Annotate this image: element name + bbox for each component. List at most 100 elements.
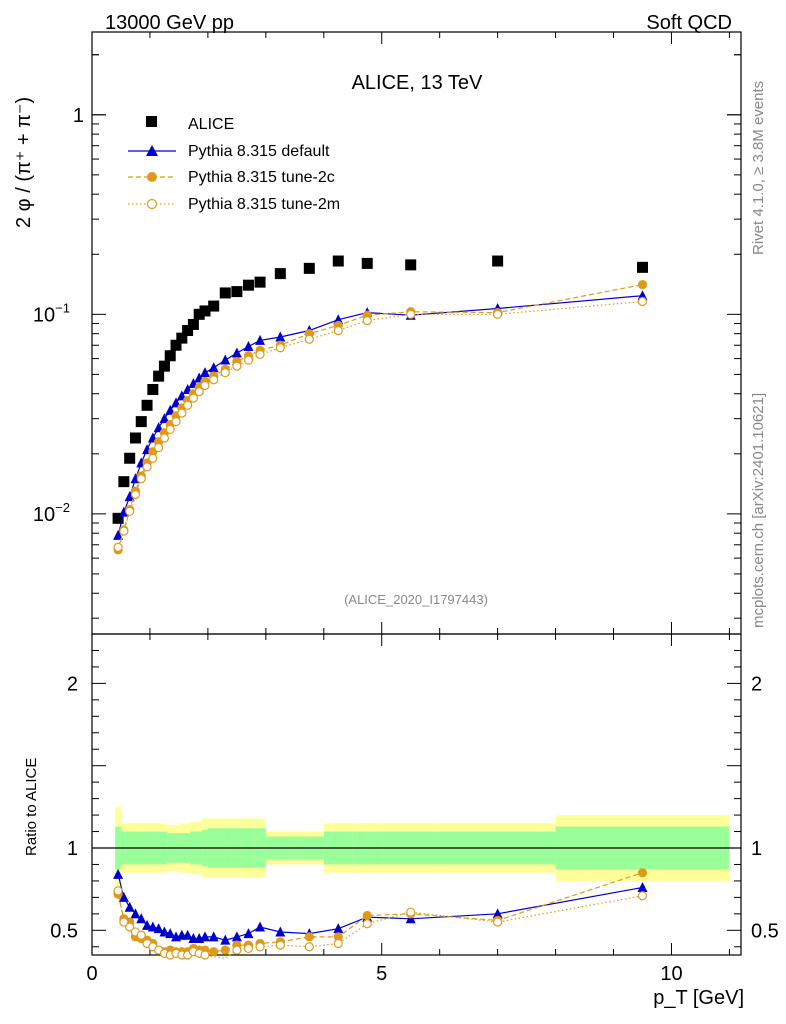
ratio-y-tick-label-right: 2: [751, 673, 762, 695]
legend-marker-tune2c: [147, 172, 157, 182]
ratio-point-tune2c: [304, 932, 314, 942]
main-point-tune2m: [304, 334, 314, 344]
main-point-tune2m: [154, 442, 164, 453]
main-point-tune2m: [159, 433, 170, 443]
ratio-point-default: [159, 926, 170, 937]
y-tick-label: 1: [73, 105, 84, 127]
ratio-point-tune2m: [406, 907, 416, 917]
main-point-alice: [147, 384, 159, 396]
main-point-alice: [112, 512, 124, 524]
main-point-alice: [231, 286, 243, 298]
main-point-alice: [170, 339, 182, 351]
header-left: 13000 GeV pp: [105, 12, 234, 34]
ratio-point-tune2m: [232, 945, 242, 955]
legend-marker-default: [146, 145, 158, 156]
ratio-panel: 0 5 10 0.5 0.5 1 1 2 2: [50, 633, 779, 985]
ratio-point-default: [118, 891, 129, 902]
ratio-point-default: [153, 923, 164, 934]
main-line-tune2m: [117, 300, 643, 548]
ratio-y-tick-label-right: 0.5: [751, 920, 779, 942]
main-point-alice: [254, 276, 266, 288]
main-point-tune2m: [493, 309, 503, 319]
main-point-default: [243, 340, 254, 351]
main-point-alice: [405, 259, 417, 271]
ratio-point-tune2m: [333, 938, 343, 949]
ratio-point-default: [220, 934, 231, 945]
ratio-point-tune2m: [275, 940, 285, 950]
main-point-alice: [274, 268, 286, 280]
x-tick-label: 10: [660, 963, 682, 985]
main-point-alice: [199, 305, 211, 317]
ratio-point-tune2m: [113, 886, 123, 896]
ratio-point-default: [136, 913, 147, 924]
main-point-tune2m: [125, 506, 135, 516]
ratio-point-default: [182, 929, 193, 940]
main-line-default: [117, 295, 643, 536]
main-point-tune2m: [171, 417, 181, 427]
ratio-point-default: [208, 931, 219, 942]
ratio-point-default: [142, 919, 153, 930]
main-point-tune2m: [209, 375, 219, 385]
main-point-default: [208, 362, 219, 373]
main-point-tune2m: [333, 325, 343, 336]
ratio-point-tune2m: [493, 917, 503, 927]
ratio-point-default: [124, 901, 135, 912]
main-point-default: [231, 347, 242, 358]
ratio-line-default: [117, 874, 643, 941]
main-point-tune2m: [200, 380, 210, 391]
main-point-tune2m: [220, 368, 230, 378]
header-right: Soft QCD: [646, 12, 732, 34]
legend-label-tune2c: Pythia 8.315 tune-2c: [188, 169, 335, 186]
main-point-alice: [158, 360, 170, 372]
main-point-alice: [118, 476, 130, 488]
main-point-tune2m: [637, 296, 648, 307]
ratio-point-tune2m: [243, 943, 254, 954]
ratio-frame: [91, 633, 742, 956]
ratio-point-default: [243, 928, 254, 939]
main-point-default: [159, 413, 170, 424]
x-tick-label: 5: [376, 963, 387, 985]
analysis-id: (ALICE_2020_I1797443): [344, 592, 488, 607]
main-point-tune2m: [113, 542, 123, 552]
main-point-alice: [208, 300, 220, 312]
ratio-point-tune2m: [637, 891, 648, 901]
ratio-y-tick-label: 1: [67, 838, 78, 860]
main-point-alice: [182, 324, 194, 336]
main-point-alice: [124, 452, 136, 464]
main-panel: 10−2 10−1 1: [33, 31, 742, 955]
main-point-tune2m: [232, 361, 242, 371]
ratio-point-default: [275, 926, 286, 937]
main-point-alice: [636, 261, 648, 273]
legend: ALICE Pythia 8.315 default Pythia 8.315 …: [128, 116, 340, 213]
main-point-alice: [219, 287, 231, 299]
main-point-tune2c: [637, 279, 648, 290]
main-point-tune2m: [142, 462, 152, 472]
main-point-tune2m: [136, 474, 146, 484]
main-point-tune2m: [183, 400, 193, 410]
main-point-tune2m: [362, 316, 372, 326]
ratio-y-axis-label: Ratio to ALICE: [23, 758, 40, 856]
ratio-y-tick-label: 2: [67, 673, 78, 695]
ratio-point-default: [165, 928, 176, 939]
ratio-point-tune2c: [637, 868, 648, 878]
x-axis-label: p_T [GeV]: [653, 987, 744, 1009]
ratio-point-tune2m: [136, 930, 146, 940]
legend-label-alice: ALICE: [188, 116, 234, 133]
ratio-point-default: [255, 921, 266, 932]
main-point-alice: [153, 370, 165, 382]
main-point-default: [113, 529, 124, 540]
main-point-tune2m: [194, 386, 204, 397]
x-tick-label: 0: [86, 963, 97, 985]
main-point-alice: [361, 257, 373, 269]
rivet-label: Rivet 4.1.0, ≥ 3.8M events: [750, 81, 767, 255]
ratio-point-tune2m: [304, 942, 314, 952]
mcplots-label: mcplots.cern.ch [arXiv:2401.10621]: [750, 393, 767, 628]
main-point-alice: [164, 350, 176, 362]
main-point-tune2m: [275, 343, 285, 353]
ratio-point-default: [113, 868, 124, 879]
ratio-y-tick-label-right: 1: [751, 838, 762, 860]
main-point-alice: [176, 332, 188, 344]
main-point-tune2m: [148, 453, 158, 463]
main-point-default: [275, 331, 286, 342]
